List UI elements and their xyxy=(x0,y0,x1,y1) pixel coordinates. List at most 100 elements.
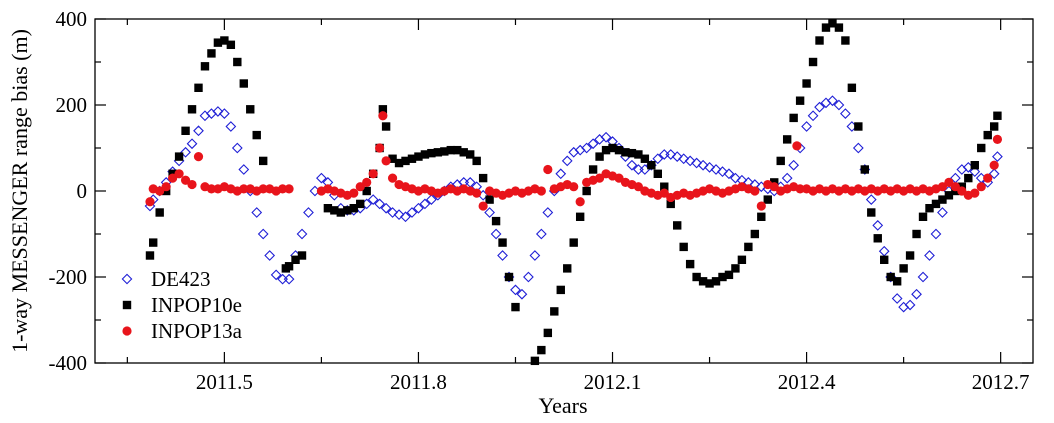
data-point-de423 xyxy=(807,110,819,122)
data-point-inpop10e xyxy=(993,111,1002,120)
data-point-inpop10e xyxy=(601,145,611,155)
data-point-inpop10e xyxy=(834,23,844,32)
data-point-de423 xyxy=(930,228,942,240)
data-point-inpop10e xyxy=(291,255,300,264)
data-point-inpop10e xyxy=(550,307,559,316)
data-point-de423 xyxy=(814,101,825,113)
y-tick-label: 200 xyxy=(56,93,88,117)
data-point-inpop10e xyxy=(776,156,785,166)
data-point-inpop13a xyxy=(368,169,378,179)
data-point-de423 xyxy=(626,159,638,171)
data-point-inpop10e xyxy=(899,264,908,273)
data-point-inpop10e xyxy=(989,122,999,131)
data-point-inpop13a xyxy=(472,188,482,198)
data-point-de423 xyxy=(917,271,929,283)
data-point-inpop13a xyxy=(155,186,165,196)
data-point-inpop10e xyxy=(614,145,624,155)
data-point-inpop10e xyxy=(750,229,760,239)
data-point-inpop10e xyxy=(330,206,339,215)
data-point-inpop10e xyxy=(886,272,895,282)
data-point-inpop10e xyxy=(420,150,430,159)
data-point-de423 xyxy=(380,202,392,214)
data-point-inpop10e xyxy=(763,195,772,204)
data-point-de423 xyxy=(710,164,722,175)
data-point-inpop10e xyxy=(511,302,520,312)
data-point-de423 xyxy=(904,299,916,311)
data-point-inpop13a xyxy=(983,173,993,183)
data-point-inpop10e xyxy=(174,152,184,161)
data-point-inpop13a xyxy=(174,169,184,179)
series-de423 xyxy=(144,95,1003,313)
data-point-inpop10e xyxy=(556,285,565,295)
data-point-de423 xyxy=(283,273,295,285)
x-tick-label: 2012.4 xyxy=(778,370,836,394)
data-point-inpop10e xyxy=(718,272,727,282)
data-point-de423 xyxy=(406,207,418,218)
data-point-de423 xyxy=(801,121,812,132)
data-point-de423 xyxy=(426,194,437,205)
data-point-inpop10e xyxy=(692,272,701,282)
data-point-de423 xyxy=(697,159,709,171)
data-point-inpop10e xyxy=(867,208,876,217)
data-point-inpop10e xyxy=(575,212,585,221)
data-point-inpop13a xyxy=(378,111,388,121)
data-point-inpop10e xyxy=(821,23,831,32)
data-point-de423 xyxy=(387,207,398,218)
x-tick-label: 2012.1 xyxy=(584,370,642,394)
data-point-de423 xyxy=(516,288,528,300)
data-point-inpop10e xyxy=(284,262,294,271)
data-point-inpop10e xyxy=(938,195,947,204)
data-point-de423 xyxy=(723,168,735,180)
data-point-de423 xyxy=(510,284,521,296)
data-point-inpop10e xyxy=(491,216,501,226)
data-point-inpop10e xyxy=(226,40,236,49)
data-point-de423 xyxy=(270,269,282,281)
data-point-de423 xyxy=(400,211,411,223)
legend-marker-inpop13a xyxy=(122,326,132,336)
data-point-inpop13a xyxy=(239,184,249,194)
data-point-de423 xyxy=(316,172,327,184)
y-axis-title: 1-way MESSENGER range bias (m) xyxy=(7,29,32,353)
data-point-de423 xyxy=(937,207,948,218)
data-point-inpop10e xyxy=(213,38,223,47)
data-point-inpop10e xyxy=(964,173,973,183)
y-tick-label: 0 xyxy=(77,179,88,203)
data-point-de423 xyxy=(671,151,683,162)
data-point-inpop13a xyxy=(355,182,365,192)
x-axis-title: Years xyxy=(538,393,587,418)
legend-label-inpop13a: INPOP13a xyxy=(151,319,243,343)
data-point-inpop10e xyxy=(685,259,695,269)
data-point-inpop13a xyxy=(145,197,155,207)
data-point-de423 xyxy=(497,250,508,261)
data-point-inpop10e xyxy=(504,272,514,282)
data-point-inpop10e xyxy=(737,255,747,264)
data-point-inpop10e xyxy=(795,96,805,105)
data-point-de423 xyxy=(891,293,903,304)
series-inpop13a xyxy=(145,111,1003,211)
data-point-de423 xyxy=(264,250,276,261)
data-point-inpop10e xyxy=(931,199,941,209)
data-point-de423 xyxy=(852,142,864,154)
axes: 2011.5 2011.8 2012.1 2012.4 2012.7 -400 -200 0 2… xyxy=(49,7,1034,394)
data-point-inpop10e xyxy=(187,105,197,114)
data-point-de423 xyxy=(561,155,573,167)
legend-marker-inpop10e xyxy=(122,300,132,310)
data-point-inpop10e xyxy=(595,152,604,161)
data-point-de423 xyxy=(684,155,696,167)
data-point-inpop10e xyxy=(660,182,669,191)
data-point-inpop10e xyxy=(640,154,650,163)
x-tick-label: 2012.7 xyxy=(972,370,1030,394)
data-point-inpop13a xyxy=(569,182,579,192)
data-point-inpop10e xyxy=(200,62,210,71)
y-tick-label: -200 xyxy=(49,265,88,289)
data-point-inpop10e xyxy=(478,173,488,183)
data-point-de423 xyxy=(393,209,405,221)
data-point-inpop10e xyxy=(731,264,740,273)
data-point-inpop13a xyxy=(614,173,624,183)
data-point-de423 xyxy=(484,207,495,218)
data-point-inpop10e xyxy=(252,130,261,140)
data-point-inpop13a xyxy=(187,179,197,190)
data-point-inpop13a xyxy=(976,182,986,192)
data-point-inpop13a xyxy=(349,188,359,198)
